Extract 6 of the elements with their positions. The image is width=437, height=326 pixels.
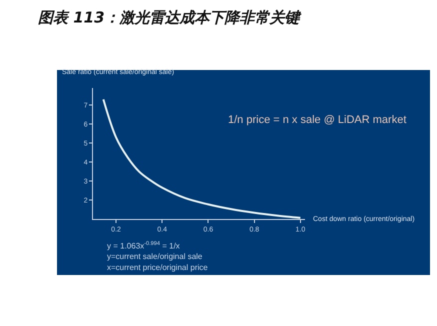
text: y = 1.063x$^{-0.994}$ = 1/x: [107, 241, 180, 250]
chart-title: 图表 113：激光雷达成本下降非常关键: [38, 8, 302, 26]
line-series: [102, 98, 302, 219]
text: y=current sale/original sale: [107, 252, 203, 261]
text: x=current price/original price: [107, 263, 208, 272]
annotation: 1/n price = n x sale @ LiDAR market: [228, 114, 406, 126]
